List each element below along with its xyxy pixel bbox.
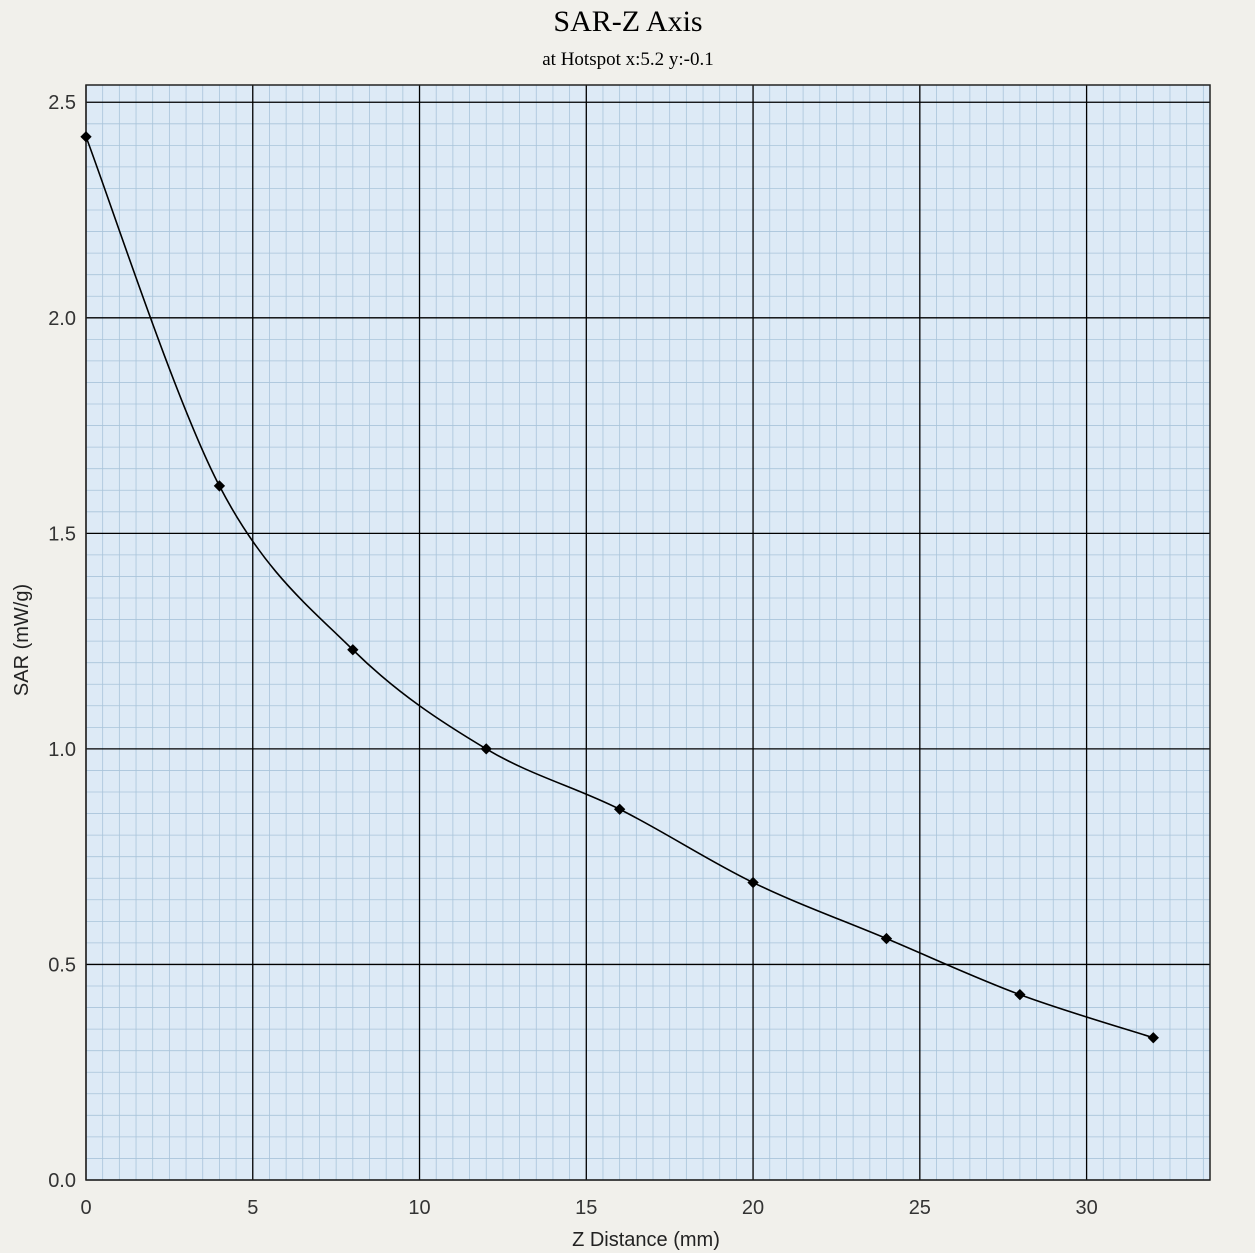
y-tick-label: 0.0 — [48, 1170, 76, 1192]
data-point — [747, 876, 759, 889]
y-tick-label: 0.5 — [48, 954, 76, 976]
x-tick-label: 5 — [247, 1197, 258, 1219]
x-axis-label: Z Distance (mm) — [572, 1229, 720, 1251]
y-tick-label: 1.0 — [48, 739, 76, 761]
series-points — [80, 131, 1159, 1044]
chart-title: SAR-Z Axis — [553, 5, 702, 38]
x-tick-label: 25 — [909, 1197, 931, 1219]
x-tick-label: 20 — [742, 1197, 764, 1219]
y-axis-label: SAR (mW/g) — [11, 584, 33, 696]
data-point — [213, 480, 226, 492]
data-point — [347, 644, 359, 656]
y-tick-label: 2.5 — [48, 92, 76, 114]
x-tick-label: 10 — [408, 1197, 430, 1219]
y-axis-ticks: 0.0 0.5 1.0 1.5 2.0 2.5 — [48, 92, 76, 1192]
x-axis-ticks: 0 5 10 15 20 25 30 — [80, 1197, 1097, 1219]
data-point — [480, 743, 492, 755]
data-point — [613, 803, 626, 815]
data-point — [1147, 1032, 1159, 1044]
y-tick-label: 1.5 — [48, 523, 76, 545]
x-tick-label: 30 — [1075, 1197, 1097, 1219]
plot-frame — [85, 84, 1211, 1181]
data-point — [1014, 988, 1026, 1001]
x-tick-label: 0 — [80, 1197, 91, 1219]
plot-area — [86, 85, 1210, 1180]
data-point — [880, 932, 893, 945]
y-tick-label: 2.0 — [48, 308, 76, 330]
chart-subtitle: at Hotspot x:5.2 y:-0.1 — [542, 49, 714, 70]
x-tick-label: 15 — [575, 1197, 597, 1219]
